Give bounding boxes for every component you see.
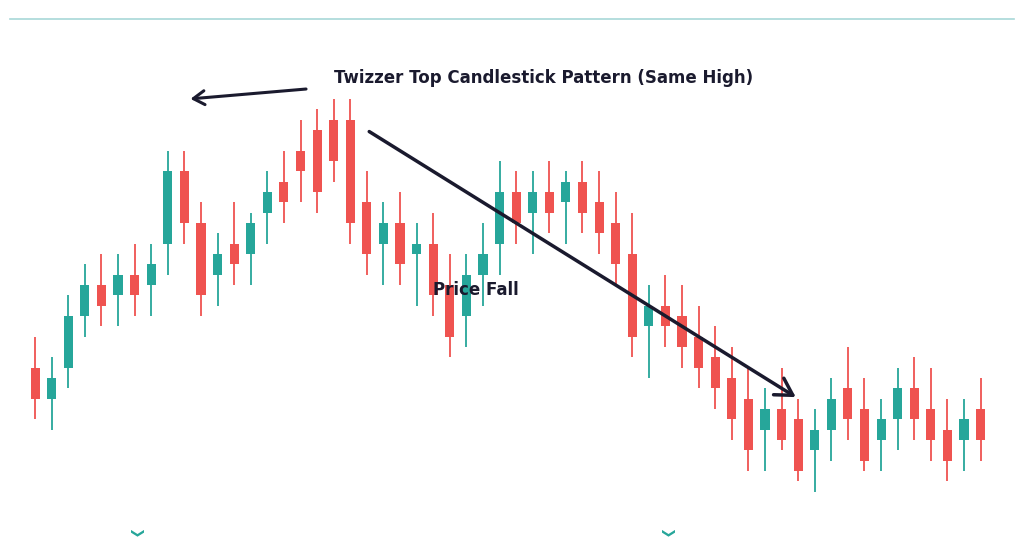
Bar	[329, 120, 338, 161]
Bar	[280, 182, 289, 202]
Bar	[362, 202, 372, 254]
Bar	[395, 223, 404, 265]
Bar	[927, 409, 935, 440]
Bar	[462, 274, 471, 316]
Bar	[180, 172, 189, 223]
Bar	[213, 254, 222, 274]
Bar	[478, 254, 487, 274]
Bar	[660, 306, 670, 326]
Bar	[512, 192, 521, 223]
Bar	[860, 409, 869, 460]
Bar	[959, 419, 969, 440]
Bar	[761, 409, 769, 430]
Bar	[31, 367, 40, 399]
Bar	[777, 409, 786, 440]
Text: Twizzer Top Candlestick Pattern (Same High): Twizzer Top Candlestick Pattern (Same Hi…	[334, 69, 753, 87]
Bar	[727, 378, 736, 419]
Bar	[80, 285, 89, 316]
Bar	[545, 192, 554, 213]
Bar	[694, 337, 703, 367]
Bar	[826, 399, 836, 430]
Bar	[628, 254, 637, 337]
Bar	[943, 430, 952, 460]
Bar	[263, 192, 272, 213]
Bar	[130, 274, 139, 295]
Bar	[146, 265, 156, 285]
Bar	[412, 244, 421, 254]
Bar	[379, 223, 388, 244]
Text: ❯: ❯	[128, 527, 141, 538]
Text: ❯: ❯	[658, 527, 672, 538]
Bar	[877, 419, 886, 440]
Bar	[495, 192, 504, 244]
Bar	[678, 316, 686, 347]
Bar	[63, 316, 73, 367]
Bar	[976, 409, 985, 440]
Text: Price Fall: Price Fall	[433, 281, 519, 299]
Bar	[229, 244, 239, 265]
Bar	[794, 419, 803, 471]
Bar	[810, 430, 819, 450]
Bar	[611, 223, 621, 265]
Bar	[346, 120, 355, 223]
Bar	[445, 285, 455, 337]
Bar	[429, 244, 438, 295]
Bar	[743, 399, 753, 450]
Bar	[246, 223, 255, 254]
Bar	[312, 130, 322, 192]
Bar	[197, 223, 206, 295]
Bar	[909, 388, 919, 419]
Bar	[296, 151, 305, 172]
Bar	[711, 358, 720, 388]
Bar	[561, 182, 570, 202]
Bar	[595, 202, 603, 233]
Bar	[893, 388, 902, 419]
Bar	[578, 182, 587, 213]
Bar	[97, 285, 106, 306]
Bar	[163, 172, 172, 244]
Bar	[47, 378, 56, 399]
Bar	[114, 274, 123, 295]
Bar	[644, 306, 653, 326]
Bar	[528, 192, 538, 213]
Bar	[844, 388, 852, 419]
